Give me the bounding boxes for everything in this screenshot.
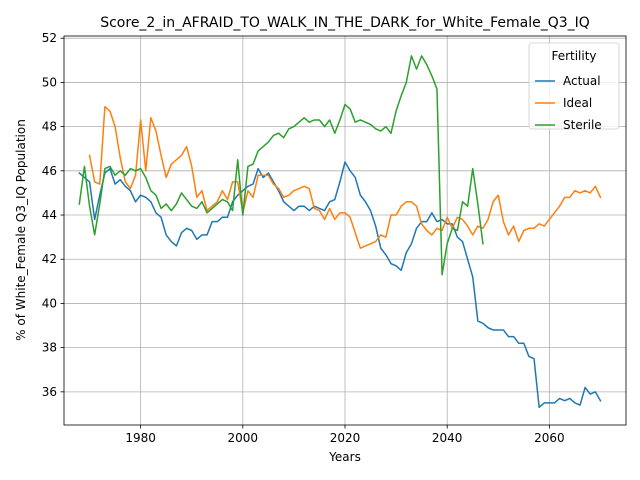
series-line-sterile — [78, 55, 484, 276]
chart-title: Score_2_in_AFRAID_TO_WALK_IN_THE_DARK_fo… — [100, 15, 590, 31]
x-tick-label: 2020 — [330, 431, 361, 445]
x-tick-label: 2060 — [534, 431, 565, 445]
legend-label-ideal: Ideal — [563, 96, 592, 110]
y-tick-label: 36 — [42, 385, 57, 399]
legend-title: Fertility — [551, 49, 596, 63]
series-line-actual — [78, 161, 602, 409]
y-tick-label: 50 — [42, 75, 57, 89]
y-tick-label: 48 — [42, 120, 57, 134]
series-line-ideal — [88, 105, 602, 249]
y-tick-label: 40 — [42, 296, 57, 310]
x-axis-ticks: 1980 2000 2020 2040 2060 — [125, 425, 565, 445]
y-tick-label: 52 — [42, 31, 57, 45]
legend-items: Actual Ideal Sterile — [535, 74, 602, 132]
x-axis-label: Years — [328, 450, 361, 464]
x-tick-label: 1980 — [125, 431, 156, 445]
x-tick-label: 2000 — [228, 431, 259, 445]
legend-label-sterile: Sterile — [563, 118, 602, 132]
plot-area — [78, 55, 602, 409]
y-tick-label: 44 — [42, 208, 57, 222]
y-tick-label: 46 — [42, 164, 57, 178]
grid — [64, 36, 626, 425]
legend-label-actual: Actual — [563, 74, 601, 88]
legend-box — [528, 42, 620, 130]
y-tick-label: 38 — [42, 341, 57, 355]
y-tick-label: 42 — [42, 252, 57, 266]
x-tick-label: 2040 — [432, 431, 463, 445]
y-axis-label: % of White_Female Q3_IQ Population — [14, 119, 28, 341]
legend: Fertility Actual Ideal Sterile — [528, 42, 620, 132]
y-axis-ticks: 36 38 40 42 44 46 48 50 52 — [42, 31, 64, 399]
